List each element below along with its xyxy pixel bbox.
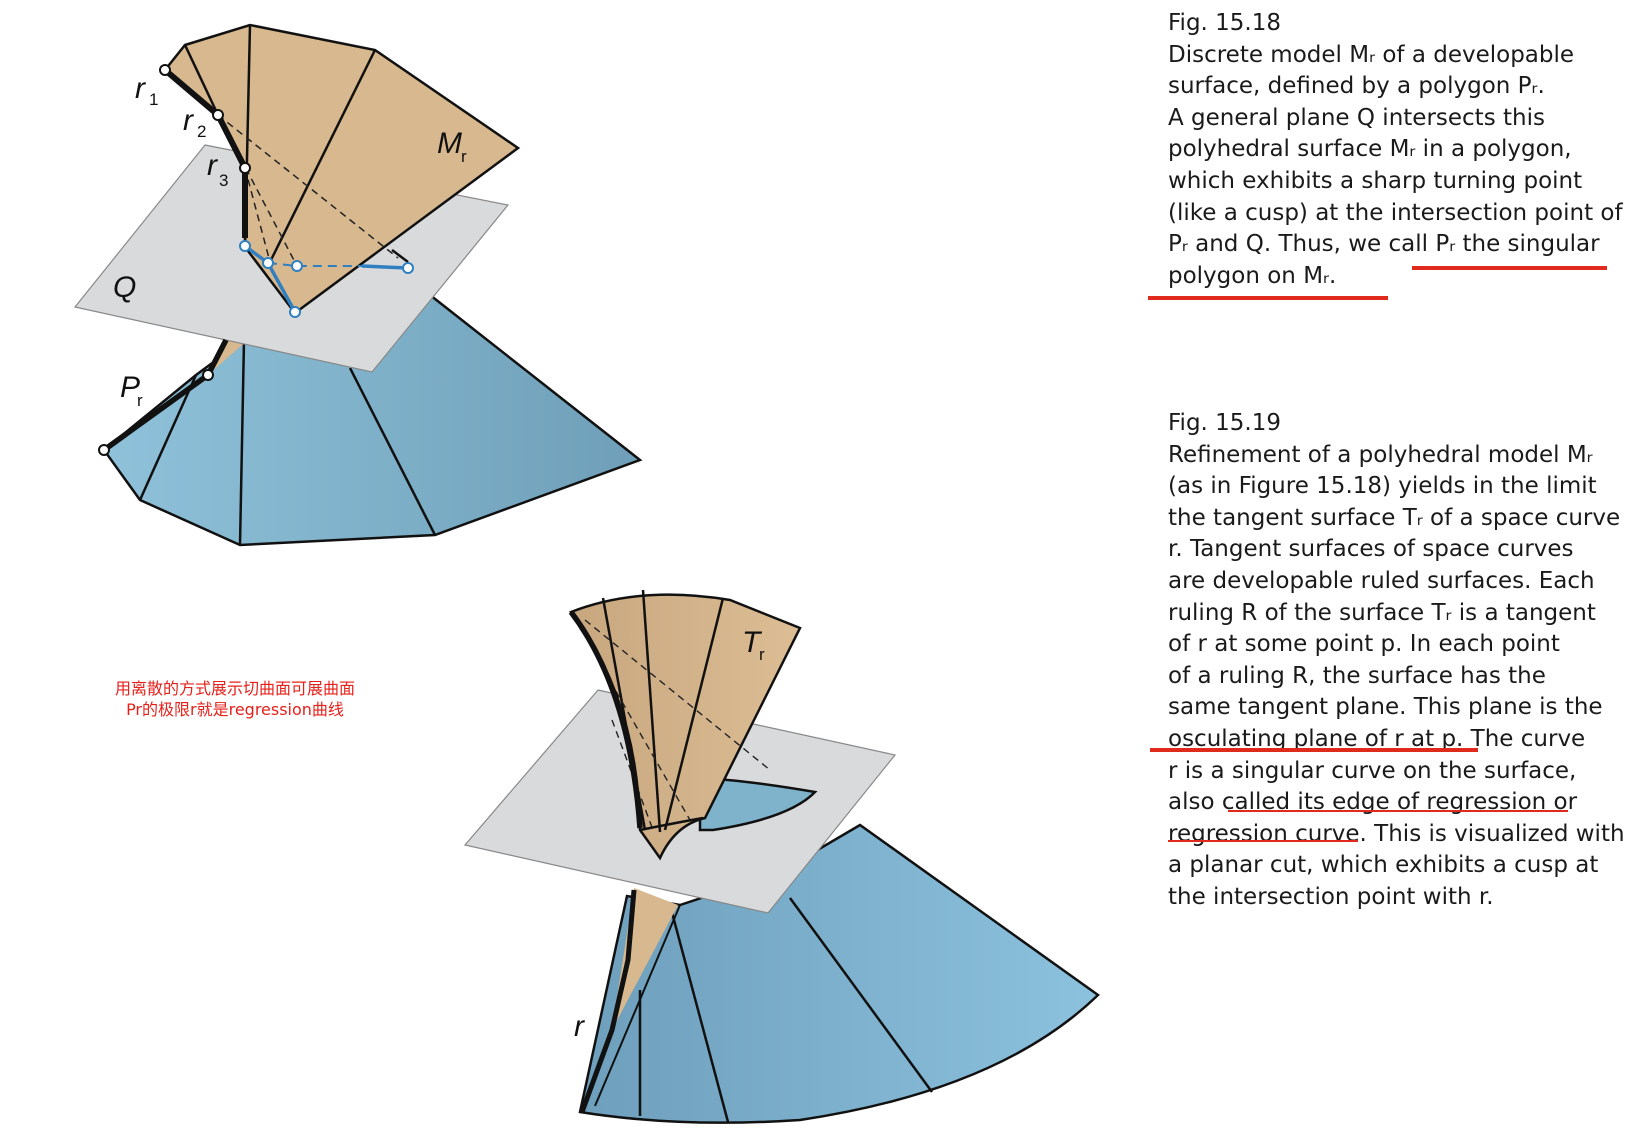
caption-fig-15-19: Fig. 15.19 Refinement of a polyhedral mo… — [1168, 408, 1636, 914]
caption1-line: Pᵣ and Q. Thus, we call Pᵣ the singular — [1168, 231, 1600, 258]
caption2-line: same tangent plane. This plane is the — [1168, 694, 1603, 721]
caption1-line: Discrete model Mᵣ of a developable — [1168, 41, 1575, 68]
label-p: P — [120, 371, 140, 404]
caption2-line: the tangent surface Tᵣ of a space curve — [1168, 504, 1621, 531]
figure-15-19: T r r — [463, 589, 1100, 1124]
polygon-vertices — [98, 64, 251, 456]
edge-lower-2 — [594, 904, 681, 1107]
label-p-sub: r — [137, 391, 143, 410]
label-r1-sub: 1 — [149, 90, 158, 109]
intersection-vertices — [239, 240, 414, 318]
underline-regression-curve — [1168, 840, 1358, 842]
caption1-line: polygon on Mᵣ. — [1168, 262, 1337, 289]
edge-of-regression-upper — [568, 610, 643, 829]
annotation-line-2: Pr的极限r就是regression曲线 — [126, 700, 344, 719]
figure-15-18: r 1 r 2 r 3 M r Q P r — [73, 23, 643, 547]
caption2-line: Refinement of a polyhedral model Mᵣ — [1168, 441, 1593, 468]
label-r3: r — [207, 149, 218, 182]
caption2-line: Fig. 15.19 — [1168, 410, 1282, 436]
edge-right — [391, 249, 409, 263]
caption2-line: ruling R of the surface Tᵣ is a tangent — [1168, 599, 1596, 626]
label-m: M — [437, 127, 462, 160]
underline-edge-of-regression — [1228, 810, 1568, 812]
cusp-blue-region — [698, 776, 818, 832]
label-m-sub: r — [461, 147, 467, 166]
caption-fig-15-18: Fig. 15.18 Discrete model Mᵣ of a develo… — [1168, 8, 1636, 292]
lower-tan-sliver-2 — [612, 888, 678, 1030]
edge-of-regression-lower — [579, 889, 637, 1113]
cusp-section-curve — [639, 816, 704, 832]
label-r2-sub: 2 — [197, 122, 206, 141]
label-q: Q — [113, 271, 136, 304]
caption2-line: the intersection point with r. — [1168, 883, 1494, 910]
underline-osculating-plane — [1150, 748, 1478, 752]
label-r-curve: r — [574, 1010, 585, 1043]
caption1-line: polyhedral surface Mᵣ in a polygon, — [1168, 136, 1572, 163]
lower-fan-rulings — [638, 897, 934, 1123]
label-t: T — [742, 626, 763, 659]
label-t-sub: r — [759, 645, 765, 664]
chinese-annotation: 用离散的方式展示切曲面可展曲面 Pr的极限r就是regression曲线 — [60, 678, 410, 720]
caption1-line: A general plane Q intersects this — [1168, 104, 1545, 131]
caption2-line: of a ruling R, the surface has the — [1168, 662, 1546, 689]
caption2-line: (as in Figure 15.18) yields in the limit — [1168, 473, 1597, 500]
underline-polygon-on-mr — [1148, 296, 1388, 300]
caption1-line: (like a cusp) at the intersection point … — [1168, 199, 1623, 226]
label-r3-sub: 3 — [219, 171, 228, 190]
caption2-line: r. Tangent surfaces of space curves — [1168, 536, 1574, 563]
caption1-line: Fig. 15.18 — [1168, 10, 1282, 36]
label-r2: r — [183, 104, 194, 137]
caption2-line: are developable ruled surfaces. Each — [1168, 567, 1595, 594]
caption1-line: which exhibits a sharp turning point — [1168, 167, 1583, 194]
lower-rulings — [138, 339, 437, 546]
singular-polygon-p — [163, 67, 248, 238]
underline-singular-polygon — [1412, 266, 1607, 270]
annotation-line-1: 用离散的方式展示切曲面可展曲面 — [114, 679, 355, 698]
label-r1: r — [135, 72, 146, 105]
caption2-line: osculating plane of r at p. The curve — [1168, 725, 1586, 752]
caption2-line: r is a singular curve on the surface, — [1168, 757, 1577, 784]
caption2-line: also called its edge of regression or — [1168, 789, 1578, 816]
caption1-line: surface, defined by a polygon Pᵣ. — [1168, 73, 1545, 100]
intersection-polygon-right — [361, 264, 409, 270]
caption2-line: a planar cut, which exhibits a cusp at — [1168, 852, 1599, 879]
caption2-line: regression curve. This is visualized wit… — [1168, 820, 1625, 847]
lower-tan-sliver — [208, 338, 250, 375]
caption2-line: of r at some point p. In each point — [1168, 631, 1560, 658]
